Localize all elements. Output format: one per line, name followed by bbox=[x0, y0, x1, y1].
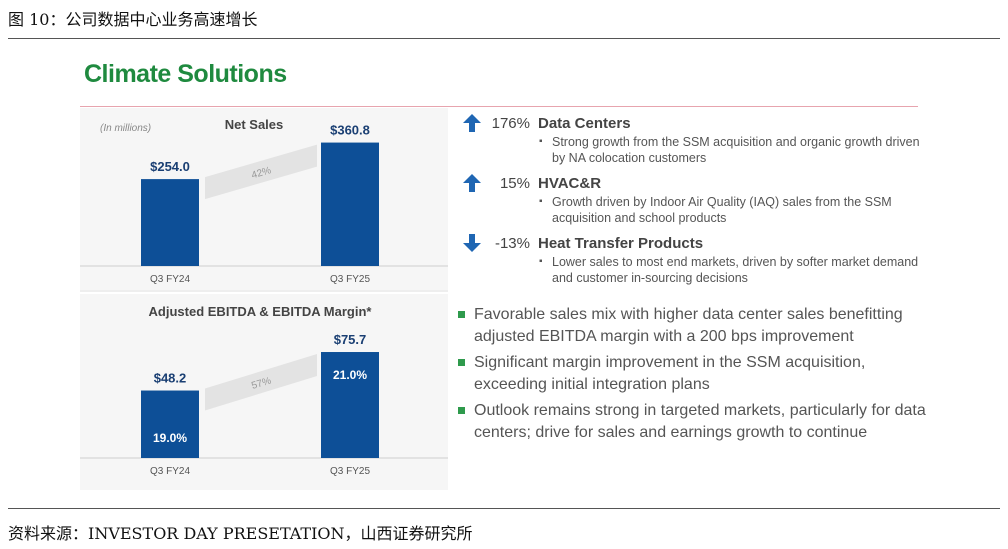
bar-value-label: $48.2 bbox=[154, 371, 187, 386]
segment-name: Heat Transfer Products bbox=[538, 234, 704, 252]
chart-panel-bg bbox=[80, 108, 448, 290]
x-tick-label: Q3 FY24 bbox=[150, 466, 190, 477]
margin-label: 21.0% bbox=[333, 368, 367, 382]
chart-title: Adjusted EBITDA & EBITDA Margin* bbox=[149, 304, 373, 319]
charts-svg: Net Sales (In millions) $254.0 Q3 FY24 $360.… bbox=[80, 108, 448, 490]
segment-detail: Strong growth from the SSM acquisition a… bbox=[539, 134, 932, 166]
x-tick-label: Q3 FY24 bbox=[150, 274, 190, 285]
figure-caption: 图 10：公司数据中心业务高速增长 bbox=[8, 10, 258, 29]
bar bbox=[321, 142, 379, 266]
segment-pct: 15% bbox=[499, 174, 530, 192]
segment-name: HVAC&R bbox=[538, 174, 602, 192]
x-tick-label: Q3 FY25 bbox=[330, 466, 370, 477]
bar bbox=[321, 352, 379, 458]
margin-label: 19.0% bbox=[153, 431, 187, 445]
segment-heat-transfer: -13% Heat Transfer Products Lower sales … bbox=[462, 232, 932, 286]
bottom-rule bbox=[8, 508, 1000, 509]
segment-list: 176% Data Centers Strong growth from the… bbox=[462, 112, 932, 292]
up-arrow-icon bbox=[462, 173, 482, 193]
highlight-item: Outlook remains strong in targeted marke… bbox=[456, 400, 926, 444]
segment-name: Data Centers bbox=[538, 114, 631, 132]
x-tick-label: Q3 FY25 bbox=[330, 274, 370, 285]
highlight-item: Significant margin improvement in the SS… bbox=[456, 352, 926, 396]
chart-title: Net Sales bbox=[225, 117, 284, 132]
segment-detail: Lower sales to most end markets, driven … bbox=[539, 254, 932, 286]
top-rule bbox=[8, 38, 1000, 39]
bar-value-label: $360.8 bbox=[330, 123, 370, 138]
slide-title: Climate Solutions bbox=[84, 60, 287, 88]
bar bbox=[141, 390, 199, 458]
bar-value-label: $75.7 bbox=[334, 332, 367, 347]
down-arrow-icon bbox=[462, 233, 482, 253]
segment-pct: 176% bbox=[491, 114, 530, 132]
title-rule bbox=[80, 106, 918, 107]
unit-note: (In millions) bbox=[100, 123, 151, 134]
source-note: 资料来源：INVESTOR DAY PRESETATION，山西证券研究所 bbox=[8, 524, 473, 543]
segment-hvacr: 15% HVAC&R Growth driven by Indoor Air Q… bbox=[462, 172, 932, 226]
highlights-list: Favorable sales mix with higher data cen… bbox=[456, 304, 926, 448]
highlight-item: Favorable sales mix with higher data cen… bbox=[456, 304, 926, 348]
bar bbox=[141, 179, 199, 266]
up-arrow-icon bbox=[462, 113, 482, 133]
bar-value-label: $254.0 bbox=[150, 159, 190, 174]
growth-band bbox=[205, 144, 317, 200]
growth-label: 42% bbox=[250, 165, 272, 181]
segment-data-centers: 176% Data Centers Strong growth from the… bbox=[462, 112, 932, 166]
slide: Climate Solutions Net Sales (In millions)… bbox=[80, 50, 930, 494]
growth-band bbox=[205, 354, 317, 411]
segment-pct: -13% bbox=[494, 234, 530, 252]
segment-detail: Growth driven by Indoor Air Quality (IAQ… bbox=[539, 194, 932, 226]
